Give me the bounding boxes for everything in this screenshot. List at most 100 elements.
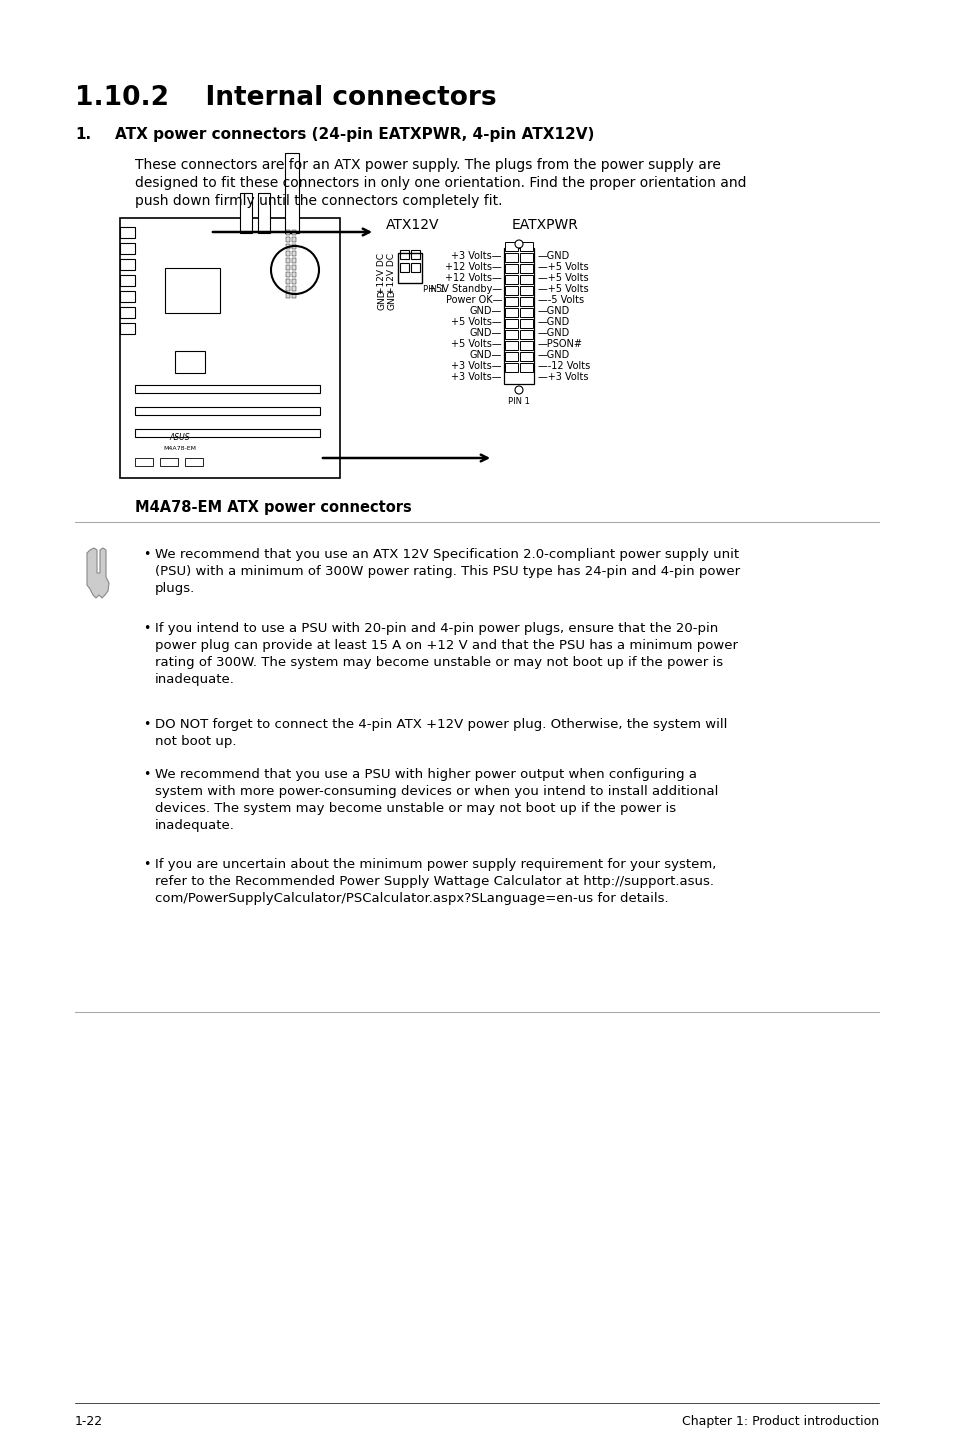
Bar (135, 458, 152, 465)
Bar (286, 243, 290, 249)
Bar (504, 263, 517, 274)
Bar (120, 218, 339, 478)
Bar (504, 275, 517, 284)
Bar (399, 251, 409, 259)
Text: —GND: —GND (537, 316, 570, 326)
Bar (292, 294, 295, 298)
Text: EATXPWR: EATXPWR (511, 218, 578, 232)
Bar (286, 265, 290, 271)
Bar (399, 263, 409, 272)
Bar (185, 458, 203, 465)
Text: Chapter 1: Product introduction: Chapter 1: Product introduction (681, 1415, 878, 1428)
Text: —PSON#: —PSON# (537, 338, 582, 348)
Text: Power OK—: Power OK— (445, 295, 501, 305)
Text: •: • (143, 717, 151, 730)
Bar (240, 193, 252, 233)
Text: ATX power connectors (24-pin EATXPWR, 4-pin ATX12V): ATX power connectors (24-pin EATXPWR, 4-… (115, 127, 594, 142)
Text: power plug can provide at least 15 A on +12 V and that the PSU has a minimum pow: power plug can provide at least 15 A on … (154, 639, 738, 652)
Bar (120, 306, 135, 318)
Bar (411, 251, 419, 259)
Text: PIN 1: PIN 1 (422, 285, 444, 294)
Bar (397, 253, 421, 284)
Bar (120, 291, 135, 302)
Text: —GND: —GND (537, 328, 570, 338)
Text: —+5 Volts: —+5 Volts (537, 284, 588, 294)
Text: —+3 Volts: —+3 Volts (537, 371, 588, 381)
Text: designed to fit these connectors in only one orientation. Find the proper orient: designed to fit these connectors in only… (135, 176, 745, 190)
Text: +5 Volts—: +5 Volts— (451, 338, 501, 348)
Text: +12V DC: +12V DC (377, 252, 386, 294)
Bar (286, 272, 290, 276)
Text: ASUS: ASUS (170, 432, 190, 442)
Text: +5 Volts—: +5 Volts— (451, 316, 501, 326)
Bar (120, 228, 135, 238)
Text: +3 Volts—: +3 Volts— (451, 371, 501, 381)
Text: ATX12V: ATX12V (386, 218, 439, 232)
Bar (120, 324, 135, 334)
Bar (286, 258, 290, 263)
Text: •: • (143, 621, 151, 634)
Text: —-5 Volts: —-5 Volts (537, 295, 583, 305)
Text: GND: GND (387, 289, 396, 311)
Text: —GND: —GND (537, 349, 570, 359)
Bar (504, 286, 517, 295)
Bar (135, 407, 319, 415)
Text: If you are uncertain about the minimum power supply requirement for your system,: If you are uncertain about the minimum p… (154, 858, 716, 871)
Bar (165, 268, 220, 314)
Text: •: • (143, 858, 151, 871)
Text: GND—: GND— (469, 349, 501, 359)
Bar (286, 286, 290, 291)
Bar (519, 286, 533, 295)
Text: —+5 Volts: —+5 Volts (537, 262, 588, 272)
Bar (411, 263, 419, 272)
Text: —GND: —GND (537, 251, 570, 261)
Bar (292, 286, 295, 291)
Text: +3 Volts—: +3 Volts— (451, 361, 501, 371)
Text: devices. The system may become unstable or may not boot up if the power is: devices. The system may become unstable … (154, 802, 676, 815)
Bar (504, 296, 517, 306)
Text: GND—: GND— (469, 305, 501, 315)
Text: +3 Volts—: +3 Volts— (451, 251, 501, 261)
Bar (257, 193, 270, 233)
Text: +12 Volts—: +12 Volts— (445, 262, 501, 272)
Bar (519, 242, 533, 251)
Bar (519, 263, 533, 274)
Bar (504, 242, 517, 251)
Bar (504, 352, 517, 361)
Text: inadequate.: inadequate. (154, 819, 234, 832)
Text: 1.: 1. (75, 127, 91, 142)
Bar (504, 329, 517, 339)
Text: inadequate.: inadequate. (154, 673, 234, 686)
Bar (519, 352, 533, 361)
Bar (519, 296, 533, 306)
Text: 1-22: 1-22 (75, 1415, 103, 1428)
Bar (286, 231, 290, 235)
Bar (286, 279, 290, 284)
Text: GND: GND (377, 289, 386, 311)
Text: GND—: GND— (469, 328, 501, 338)
Bar (174, 351, 205, 372)
Bar (519, 329, 533, 339)
Text: —+5 Volts: —+5 Volts (537, 272, 588, 282)
Text: 1.10.2    Internal connectors: 1.10.2 Internal connectors (75, 84, 497, 112)
Text: These connectors are for an ATX power supply. The plugs from the power supply ar: These connectors are for an ATX power su… (135, 158, 720, 172)
Text: We recommend that you use a PSU with higher power output when configuring a: We recommend that you use a PSU with hig… (154, 768, 697, 780)
Bar (160, 458, 178, 465)
Bar (292, 279, 295, 284)
Text: •: • (143, 548, 151, 561)
Bar (120, 243, 135, 253)
Bar (285, 153, 298, 233)
Bar (292, 265, 295, 271)
Bar (519, 362, 533, 372)
Bar (292, 243, 295, 249)
Text: push down firmly until the connectors completely fit.: push down firmly until the connectors co… (135, 193, 502, 208)
Bar (504, 362, 517, 372)
Bar (120, 259, 135, 271)
Circle shape (515, 387, 522, 394)
Text: —GND: —GND (537, 305, 570, 315)
Bar (135, 385, 319, 392)
Text: plugs.: plugs. (154, 581, 195, 596)
Bar (292, 251, 295, 256)
Bar (519, 341, 533, 349)
Bar (504, 341, 517, 349)
